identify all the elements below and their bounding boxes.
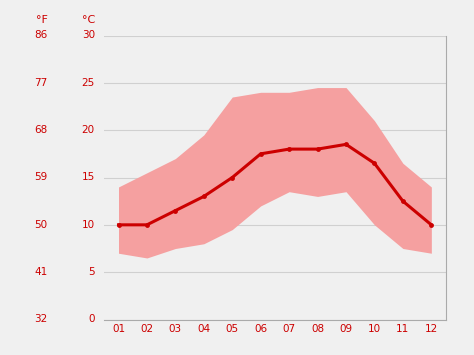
Text: 77: 77: [34, 78, 47, 88]
Text: 20: 20: [82, 125, 95, 135]
Text: 0: 0: [88, 315, 95, 324]
Text: °F: °F: [36, 15, 47, 25]
Text: 59: 59: [34, 173, 47, 182]
Text: 68: 68: [34, 125, 47, 135]
Text: 15: 15: [82, 173, 95, 182]
Text: °C: °C: [82, 15, 95, 25]
Text: 30: 30: [82, 31, 95, 40]
Text: 86: 86: [34, 31, 47, 40]
Text: 50: 50: [34, 220, 47, 230]
Text: 32: 32: [34, 315, 47, 324]
Text: 41: 41: [34, 267, 47, 277]
Text: 10: 10: [82, 220, 95, 230]
Text: 25: 25: [82, 78, 95, 88]
Text: 5: 5: [88, 267, 95, 277]
